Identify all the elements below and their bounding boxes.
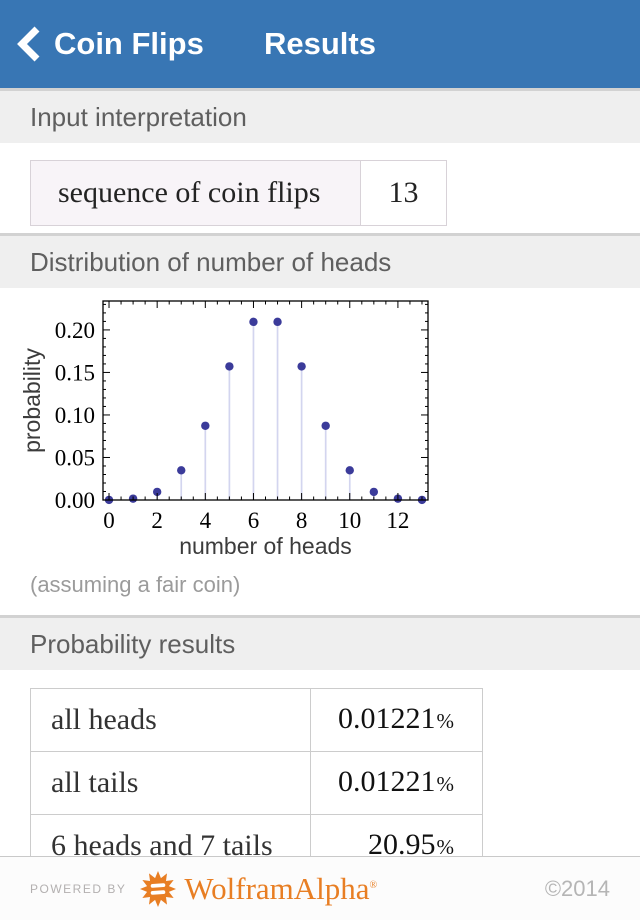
distribution-pod: 0.00 0.05 0.10 0.15 0.20 0 2 4 6 8 10 12 number of h…	[0, 288, 640, 615]
chart-caption: (assuming a fair coin)	[30, 572, 241, 597]
probability-row: all tails 0.01221%	[31, 751, 482, 814]
x-tick-label: 10	[338, 508, 361, 533]
chart-point	[273, 317, 282, 327]
chart-point	[201, 421, 210, 430]
chart-point	[321, 421, 330, 430]
chart-frame	[102, 300, 429, 501]
wolframalpha-logo-icon	[140, 870, 177, 907]
x-tick-label: 6	[248, 508, 260, 533]
x-tick-label: 12	[386, 508, 409, 533]
input-interpretation-table: sequence of coin flips 13	[30, 160, 447, 226]
input-interpretation-value: 13	[361, 161, 446, 225]
section-header-distribution: Distribution of number of heads	[0, 233, 640, 288]
y-tick-label: 0.05	[55, 445, 95, 470]
back-button[interactable]: Coin Flips	[16, 25, 204, 63]
app-header: Coin Flips Results	[0, 0, 640, 88]
chart-point	[152, 487, 162, 497]
section-header-input-interpretation: Input interpretation	[0, 88, 640, 143]
probability-value: 0.01221%	[338, 702, 454, 735]
y-tick-label: 0.00	[55, 488, 95, 513]
probability-results-pod: all heads 0.01221% all tails 0.01221% 6 head…	[0, 688, 640, 878]
probability-value: 20.95%	[368, 828, 454, 861]
chart-point	[297, 362, 306, 371]
powered-by-label: POWERED BY	[30, 881, 127, 896]
chart-point	[369, 487, 379, 497]
distribution-chart: 0.00 0.05 0.10 0.15 0.20 0 2 4 6 8 10 12 number of h…	[19, 300, 429, 559]
x-tick-label: 0	[103, 508, 115, 533]
x-tick-label: 4	[200, 508, 212, 533]
probability-label: all heads	[31, 689, 311, 751]
probability-label: all tails	[31, 752, 311, 814]
chart-point	[177, 466, 186, 475]
section-header-probability-results: Probability results	[0, 615, 640, 670]
copyright-label: ©2014	[544, 875, 610, 901]
back-chevron-icon	[17, 26, 40, 62]
probability-row: all heads 0.01221%	[31, 689, 482, 751]
input-interpretation-pod: sequence of coin flips 13	[0, 143, 640, 233]
x-tick-label: 2	[151, 508, 163, 533]
y-tick-label: 0.10	[55, 403, 95, 428]
probability-value: 0.01221%	[338, 765, 454, 798]
probability-results-table: all heads 0.01221% all tails 0.01221% 6 head…	[30, 688, 483, 878]
back-button-label: Coin Flips	[54, 26, 204, 61]
chart-point	[249, 317, 258, 327]
footer: POWERED BY WolframAlpha® ©2014	[0, 856, 640, 920]
y-tick-label: 0.20	[55, 318, 95, 343]
x-tick-label: 8	[296, 508, 308, 533]
chart-ylabel: probability	[19, 348, 45, 453]
y-tick-label: 0.15	[55, 360, 95, 385]
wolframalpha-brand-name: WolframAlpha®	[184, 870, 378, 906]
chart-point	[225, 362, 234, 371]
registered-mark: ®	[369, 879, 378, 891]
chart-point	[345, 466, 354, 475]
input-interpretation-label: sequence of coin flips	[31, 161, 361, 225]
chart-xlabel: number of heads	[179, 533, 352, 559]
